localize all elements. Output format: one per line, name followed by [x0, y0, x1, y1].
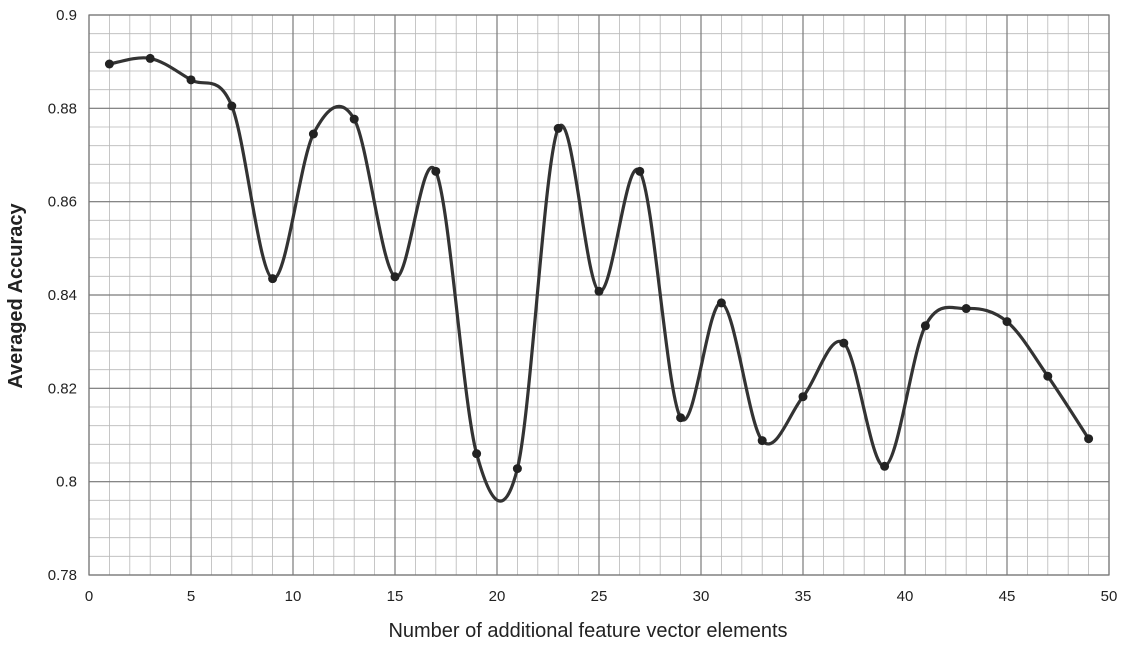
y-tick-label: 0.84: [48, 287, 77, 304]
y-tick-labels: 0.78 0.8 0.82 0.84 0.86 0.88 0.9: [48, 7, 77, 584]
y-tick-label: 0.78: [48, 567, 77, 584]
data-point: [961, 304, 971, 314]
data-points: [104, 53, 1094, 474]
y-tick-label: 0.86: [48, 194, 77, 211]
data-point: [635, 166, 645, 176]
x-tick-label: 40: [897, 588, 914, 605]
data-point: [839, 338, 849, 348]
data-point: [594, 286, 604, 296]
x-tick-label: 25: [591, 588, 608, 605]
x-tick-label: 50: [1101, 588, 1118, 605]
x-tick-label: 35: [795, 588, 812, 605]
data-point: [1084, 434, 1094, 444]
data-point: [104, 59, 114, 69]
data-point: [880, 461, 890, 471]
y-tick-label: 0.8: [56, 474, 77, 491]
y-tick-label: 0.9: [56, 7, 77, 24]
x-tick-label: 0: [85, 588, 93, 605]
x-axis-title: Number of additional feature vector elem…: [388, 620, 787, 642]
data-point: [676, 413, 686, 423]
x-tick-label: 15: [387, 588, 404, 605]
data-point: [920, 321, 930, 331]
y-axis-title: Averaged Accuracy: [5, 202, 27, 388]
data-point: [553, 123, 563, 133]
data-point: [390, 272, 400, 282]
data-point: [186, 75, 196, 85]
data-point: [145, 53, 155, 63]
data-point: [1043, 371, 1053, 381]
x-tick-label: 5: [187, 588, 195, 605]
x-tick-labels: 0 5 10 15 20 25 30 35 40 45 50: [85, 588, 1118, 605]
x-tick-label: 10: [285, 588, 302, 605]
y-tick-label: 0.82: [48, 380, 77, 397]
data-point: [1002, 317, 1012, 327]
x-tick-label: 30: [693, 588, 710, 605]
y-tick-label: 0.88: [48, 100, 77, 117]
data-point: [512, 464, 522, 474]
data-point: [308, 129, 318, 139]
data-point: [431, 166, 441, 176]
x-tick-label: 20: [489, 588, 506, 605]
data-point: [798, 392, 808, 402]
data-point: [757, 436, 767, 446]
x-tick-label: 45: [999, 588, 1016, 605]
data-point: [716, 298, 726, 308]
data-point: [227, 101, 237, 111]
plot-frame: [88, 14, 1110, 576]
data-point: [349, 114, 359, 124]
data-point: [268, 274, 278, 284]
data-point: [472, 449, 482, 459]
